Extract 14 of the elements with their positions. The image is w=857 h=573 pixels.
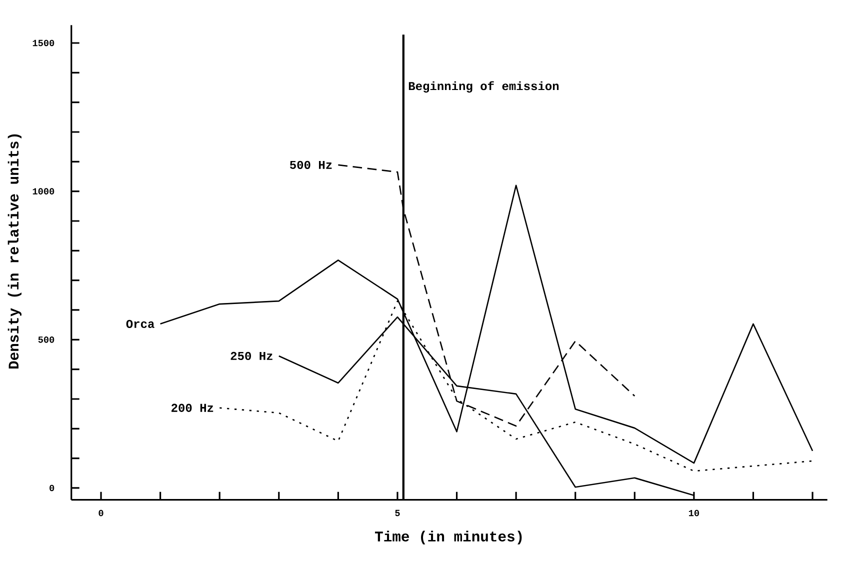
y-tick-label: 500 bbox=[38, 336, 54, 343]
x-tick-label: 0 bbox=[98, 510, 104, 516]
series-label: Orca bbox=[126, 320, 154, 328]
ref-line-label: Beginning of emission bbox=[408, 81, 559, 93]
y-tick-label: 1500 bbox=[32, 40, 54, 46]
x-tick-label: 5 bbox=[395, 510, 400, 516]
series-label: 500 Hz bbox=[290, 160, 332, 169]
series-label: 200 Hz bbox=[171, 404, 214, 412]
y-tick-label: 0 bbox=[50, 484, 54, 492]
series-label: 250 Hz bbox=[230, 352, 272, 360]
y-tick-label: 1000 bbox=[32, 188, 54, 194]
y-axis-title: Density (in relative units) bbox=[8, 134, 22, 369]
x-axis-title: Time (in minutes) bbox=[374, 530, 522, 544]
x-tick-label: 10 bbox=[688, 510, 700, 516]
